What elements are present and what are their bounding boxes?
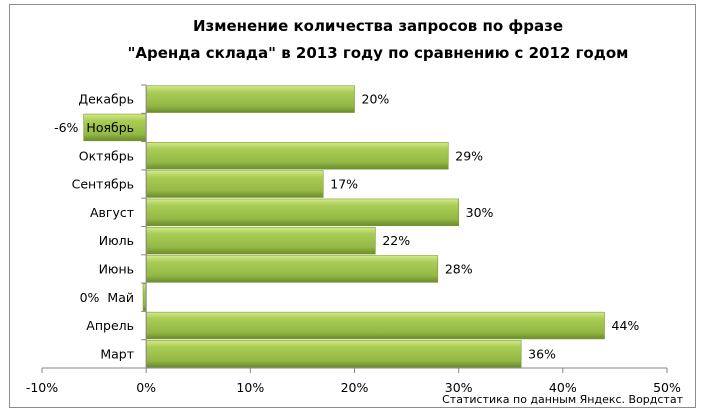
- data-label: 22%: [382, 233, 410, 248]
- bar: [145, 226, 376, 255]
- category-label: Июнь: [99, 261, 134, 276]
- bar: [145, 255, 439, 283]
- category-label: Март: [100, 346, 134, 361]
- category-label: Май: [107, 290, 134, 305]
- data-label: 30%: [466, 205, 494, 220]
- data-label: 0%: [80, 290, 100, 305]
- bar: [145, 142, 449, 170]
- x-tick-label: 20%: [341, 380, 369, 395]
- chart-title-line-1: Изменение количества запросов по фразе: [193, 17, 563, 35]
- x-tick-label: 50%: [653, 380, 681, 395]
- category-label: Ноябрь: [86, 120, 134, 135]
- category-label: Декабрь: [78, 92, 134, 107]
- category-label: Сентябрь: [72, 177, 134, 192]
- data-label: 28%: [445, 261, 473, 276]
- bar: [145, 198, 459, 227]
- bar: [83, 113, 147, 142]
- source-note: Статистика по данным Яндекс. Вордстат: [442, 393, 683, 406]
- x-tick-label: 10%: [236, 380, 264, 395]
- x-tick-label: 0%: [136, 380, 156, 395]
- bar: [145, 85, 355, 113]
- category-label: Апрель: [86, 318, 134, 333]
- category-label: Октябрь: [79, 148, 134, 163]
- data-label: 29%: [455, 148, 483, 163]
- bar: [145, 311, 605, 340]
- data-label: 17%: [330, 177, 358, 192]
- data-label: -6%: [54, 120, 78, 135]
- bar: [145, 170, 324, 198]
- category-label: Июль: [99, 233, 134, 248]
- chart-title-line-2: "Аренда склада" в 2013 году по сравнению…: [128, 44, 629, 62]
- bar: [145, 340, 522, 368]
- x-tick-label: 40%: [549, 380, 577, 395]
- data-label: 20%: [362, 92, 390, 107]
- category-label: Август: [90, 205, 134, 220]
- x-tick-label: -10%: [26, 380, 58, 395]
- data-label: 44%: [612, 318, 640, 333]
- data-label: 36%: [528, 346, 556, 361]
- x-tick-label: 30%: [445, 380, 473, 395]
